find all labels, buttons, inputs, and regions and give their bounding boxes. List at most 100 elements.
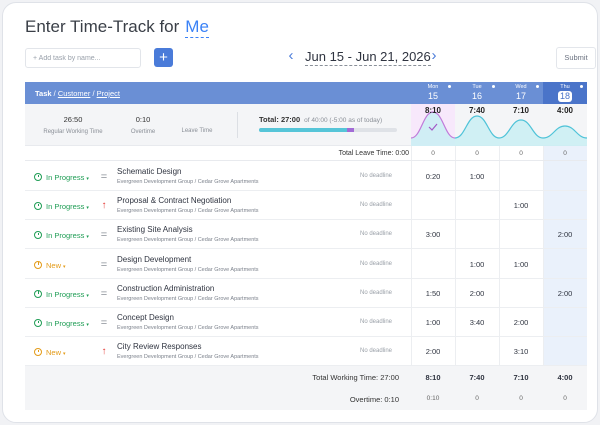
task-name[interactable]: Design Development — [117, 254, 192, 264]
status-dropdown[interactable]: In Progress ▾ — [34, 173, 89, 182]
table-header: Task / Customer / Project Mon 15 Tue 16 … — [25, 82, 587, 104]
task-row[interactable]: In Progress ▾ = Schematic Design Evergreen D… — [25, 162, 587, 191]
day-total-mon: 8:10 — [424, 106, 441, 115]
task-row[interactable]: In Progress ▾ ↑ Proposal & Contract Negotia… — [25, 191, 587, 221]
leave-time-label: Leave Time — [181, 128, 213, 134]
header-task[interactable]: Task — [35, 89, 52, 98]
task-name[interactable]: Existing Site Analysis — [117, 225, 193, 235]
task-project: Evergreen Development Group / Cedar Grov… — [117, 354, 259, 361]
priority-icon[interactable]: ↑ — [101, 346, 107, 358]
clock-icon — [34, 231, 42, 240]
next-week-button[interactable]: › — [431, 47, 437, 64]
leave-cell[interactable]: 0 — [519, 150, 523, 157]
task-name[interactable]: Construction Administration — [117, 283, 215, 293]
time-cell[interactable]: 2:00 — [513, 318, 529, 327]
deadline-label[interactable]: No deadline — [359, 173, 393, 179]
time-cell[interactable]: 1:00 — [425, 318, 441, 327]
task-row[interactable]: In Progress ▾ = Existing Site Analysis Everg… — [25, 220, 587, 250]
time-cell[interactable]: 2:00 — [469, 288, 485, 298]
deadline-label[interactable]: No deadline — [359, 348, 393, 355]
prev-week-button[interactable]: ‹ — [288, 47, 294, 64]
time-cell[interactable]: 1:00 — [469, 259, 485, 269]
header-customer[interactable]: Customer — [57, 89, 91, 98]
status-label: In Progress — [46, 319, 85, 328]
priority-icon[interactable]: = — [100, 317, 108, 329]
leave-total-label: Total Leave Time: 0:00 — [338, 150, 409, 157]
leave-cell[interactable]: 0 — [475, 150, 479, 157]
total-working-thu: 4:00 — [557, 373, 573, 382]
overtime-label: Overtime — [130, 129, 156, 135]
day-name: Thu — [560, 84, 570, 90]
priority-icon[interactable]: ↑ — [101, 200, 107, 212]
time-cell[interactable]: 1:50 — [425, 288, 441, 298]
day-date: 17 — [515, 91, 526, 101]
overtime-thu: 0 — [563, 395, 567, 402]
time-cell[interactable]: 3:00 — [425, 230, 441, 240]
status-dropdown[interactable]: In Progress ▾ — [34, 319, 89, 328]
priority-icon[interactable]: = — [100, 287, 108, 300]
task-project: Evergreen Development Group / Cedar Grov… — [117, 208, 259, 215]
priority-icon[interactable]: = — [100, 229, 108, 242]
totals-footer: Total Working Time: 27:00 8:10 7:40 7:10… — [25, 366, 587, 410]
user-selector[interactable]: Me — [185, 17, 209, 38]
header-project[interactable]: Project — [96, 89, 120, 98]
day-header-thu[interactable]: Thu 18 — [543, 82, 587, 104]
day-header-wed[interactable]: Wed 17 — [499, 82, 543, 104]
time-cell[interactable]: 2:00 — [557, 230, 573, 240]
wave-mon — [411, 111, 456, 139]
time-cell[interactable]: 3:40 — [469, 318, 485, 327]
task-row[interactable]: New ▾ = Design Development Evergreen Develop… — [25, 250, 587, 279]
add-task-input[interactable] — [25, 48, 141, 68]
task-project: Evergreen Development Group / Cedar Grov… — [117, 179, 259, 185]
day-header-mon[interactable]: Mon 15 — [411, 82, 455, 104]
day-header-tue[interactable]: Tue 16 — [455, 82, 499, 104]
status-dropdown[interactable]: New ▾ — [34, 348, 66, 357]
deadline-label[interactable]: No deadline — [359, 289, 393, 296]
submit-button[interactable]: Submit — [556, 47, 596, 69]
status-dropdown[interactable]: In Progress ▾ — [34, 289, 89, 299]
leave-cell[interactable]: 0 — [563, 150, 567, 157]
priority-icon[interactable]: = — [100, 171, 108, 183]
caret-down-icon: ▾ — [86, 176, 89, 182]
priority-icon[interactable]: = — [100, 258, 108, 271]
status-label: In Progress — [46, 289, 85, 299]
deadline-label[interactable]: No deadline — [359, 260, 393, 267]
total-working-label: Total Working Time: 27:00 — [312, 373, 399, 382]
task-row[interactable]: New ▾ ↑ City Review Responses Evergreen Deve… — [25, 337, 587, 367]
clock-icon — [34, 348, 42, 357]
time-cell[interactable]: 1:00 — [513, 259, 529, 269]
day-name: Wed — [515, 84, 527, 90]
time-cell[interactable]: 1:00 — [513, 201, 529, 211]
clock-icon — [34, 319, 42, 327]
date-range-picker[interactable]: Jun 15 - Jun 21, 2026 — [305, 49, 431, 66]
status-dropdown[interactable]: In Progress ▾ — [34, 231, 89, 240]
deadline-label[interactable]: No deadline — [359, 231, 393, 238]
page-title: Enter Time-Track for Me — [25, 17, 209, 38]
check-icon — [428, 123, 438, 131]
task-name[interactable]: Proposal & Contract Negotiation — [117, 196, 232, 206]
task-row[interactable]: In Progress ▾ = Construction Administration… — [25, 279, 587, 308]
time-cell[interactable]: 2:00 — [557, 288, 573, 298]
summary-divider — [237, 112, 238, 138]
deadline-label[interactable]: No deadline — [359, 319, 393, 325]
caret-down-icon: ▾ — [86, 322, 89, 328]
leave-cell[interactable]: 0 — [431, 150, 435, 157]
task-project: Evergreen Development Group / Cedar Grov… — [117, 266, 259, 273]
total-working-mon: 8:10 — [425, 373, 441, 382]
progress-fill-overtime — [347, 128, 355, 132]
task-name[interactable]: City Review Responses — [117, 342, 202, 352]
caret-down-icon: ▾ — [63, 351, 66, 358]
time-cell[interactable]: 3:10 — [513, 347, 529, 357]
task-row[interactable]: In Progress ▾ = Concept Design Evergreen Dev… — [25, 308, 587, 337]
time-cell[interactable]: 2:00 — [425, 347, 441, 357]
time-cell[interactable]: 0:20 — [425, 172, 441, 181]
time-cell[interactable]: 1:00 — [469, 172, 485, 181]
deadline-label[interactable]: No deadline — [359, 202, 393, 209]
task-name[interactable]: Concept Design — [117, 313, 174, 322]
status-dropdown[interactable]: In Progress ▾ — [34, 202, 89, 211]
total-time-sub: of 40:00 (-5:00 as of today) — [304, 117, 383, 124]
status-dropdown[interactable]: New ▾ — [34, 260, 66, 270]
add-task-button[interactable]: + — [154, 48, 173, 67]
task-name[interactable]: Schematic Design — [117, 167, 182, 176]
